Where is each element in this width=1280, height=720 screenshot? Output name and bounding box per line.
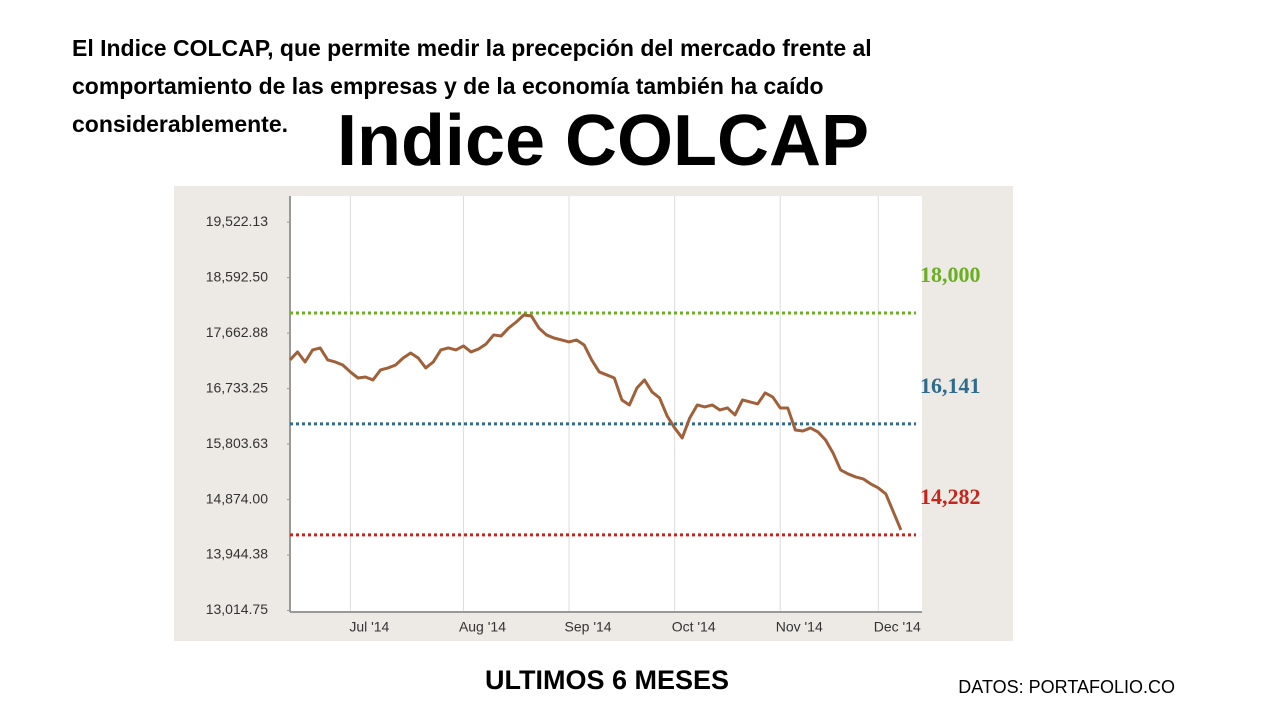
y-tick-label: 14,874.00 <box>206 490 268 506</box>
intro-line: El Indice COLCAP, que permite medir la p… <box>72 35 872 61</box>
x-caption: ULTIMOS 6 MESES <box>485 665 729 695</box>
y-tick-label: 17,662.88 <box>206 324 268 340</box>
reference-label: 14,282 <box>920 484 981 509</box>
y-tick-label: 16,733.25 <box>206 379 268 395</box>
plot-area <box>290 196 922 612</box>
chart-title: Indice COLCAP <box>337 101 869 181</box>
x-tick-label: Oct '14 <box>672 619 716 635</box>
y-tick-label: 18,592.50 <box>206 268 268 284</box>
x-tick-label: Aug '14 <box>459 619 506 635</box>
reference-label: 16,141 <box>920 373 981 398</box>
x-tick-label: Dec '14 <box>874 619 921 635</box>
x-tick-label: Nov '14 <box>776 619 823 635</box>
x-tick-label: Jul '14 <box>349 619 389 635</box>
y-tick-label: 19,522.13 <box>206 213 268 229</box>
y-tick-label: 15,803.63 <box>206 435 268 451</box>
x-tick-label: Sep '14 <box>565 619 612 635</box>
intro-line: considerablemente. <box>72 111 288 137</box>
y-tick-label: 13,014.75 <box>206 601 268 617</box>
source: DATOS: PORTAFOLIO.CO <box>958 677 1175 697</box>
intro-line: comportamiento de las empresas y de la e… <box>72 73 824 99</box>
y-tick-label: 13,944.38 <box>206 546 268 562</box>
reference-label: 18,000 <box>920 262 981 287</box>
price-line <box>288 313 903 531</box>
